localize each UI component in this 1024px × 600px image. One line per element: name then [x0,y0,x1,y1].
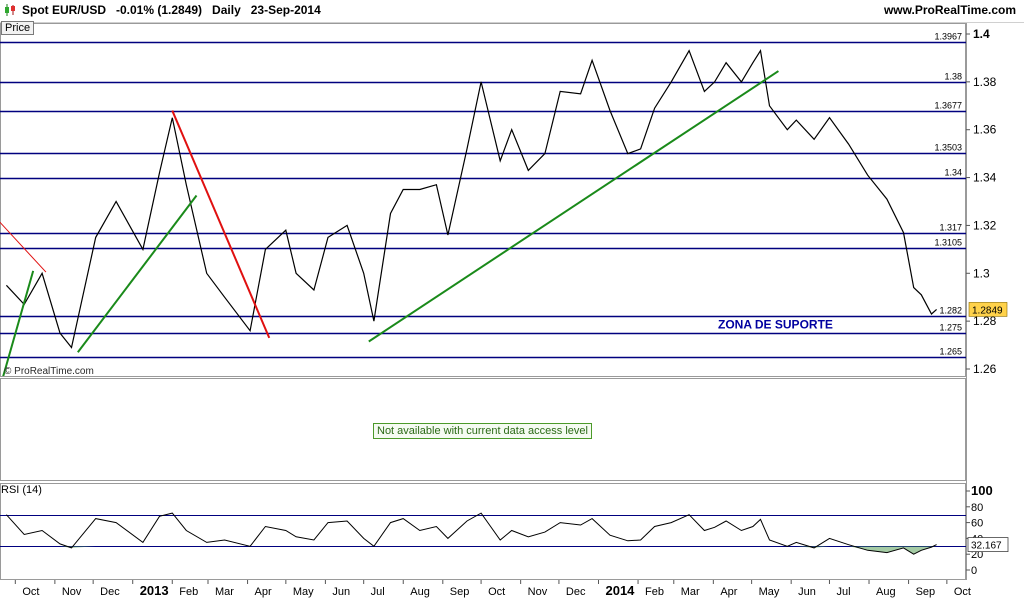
x-axis: Oct Nov Dec 2013 Feb Mar Apr May Jun Jul Aug Sep Oct… [14,580,971,598]
x-tick-label: May [293,586,314,598]
title-bar: Spot EUR/USD -0.01% (1.2849) Daily 23-Se… [0,0,1024,23]
x-tick-label: Feb [179,586,198,598]
x-tick-label: Mar [681,586,700,598]
x-tick-label: Sep [916,586,936,598]
price-panel-label: Price [1,21,35,35]
level-label: 1.3967 [934,32,962,42]
level-label: 1.34 [944,168,962,178]
level-label: 1.265 [939,347,962,357]
level-label: 1.275 [939,323,962,333]
trendline-green [368,70,779,343]
x-tick-label: Nov [62,586,82,598]
rsi-tick-label: 80 [971,502,983,514]
price-series [5,49,938,349]
price-tick-label: 1.4 [973,27,990,41]
rsi-tick-label: 0 [971,565,977,577]
chart-title: Spot EUR/USD -0.01% (1.2849) Daily 23-Se… [22,3,321,17]
x-tick-label: Jun [798,586,816,598]
x-tick-label: Aug [876,586,896,598]
x-tick-label: Oct [954,586,971,598]
price-y-axis: 1.26 1.28 1.3 1.32 1.34 1.36 1.38 1.4 [966,27,997,376]
x-tick-label: Jul [371,586,385,598]
price-tick-label: 1.36 [973,123,997,137]
x-tick-label: Oct [22,586,39,598]
price-tick-label: 1.32 [973,218,997,232]
price-tick-label: 1.34 [973,171,997,185]
rsi-panel-label: RSI (14) [1,484,42,496]
price-tick-label: 1.26 [973,362,997,376]
trendlines [0,70,779,376]
x-tick-label: Aug [410,586,430,598]
level-label: 1.282 [939,306,962,316]
rsi-oversold-area [6,546,937,555]
x-tick-label: Dec [566,586,586,598]
x-tick-label: Sep [450,586,470,598]
rsi-current-badge [967,537,1009,552]
rsi-tick-label: 60 [971,518,983,530]
annotations: 1.2849 ZONA DE SUPORTE © ProRealTime.com [4,302,1008,377]
volume-unavailable-message: Not available with current data access l… [373,423,592,439]
x-tick-label: Jul [836,586,850,598]
level-label: 1.317 [939,223,962,233]
level-label: 1.3105 [934,238,962,248]
x-tick-label: Jun [332,586,350,598]
x-tick-label: Nov [528,586,548,598]
rsi-line [6,512,937,555]
rsi-tick-label: 20 [971,549,983,561]
level-label: 1.38 [944,72,962,82]
support-zone-label: ZONA DE SUPORTE [718,318,833,332]
x-tick-label: 2014 [605,583,635,598]
rsi-y-axis: 02040608010032.167 [966,483,1009,577]
x-tick-label: 2013 [140,583,169,598]
rsi-tick-label: 100 [971,483,993,498]
price-line [5,49,938,349]
current-price-badge [968,302,1008,317]
price-tick-label: 1.28 [973,314,997,328]
price-tick-label: 1.38 [973,75,997,89]
trendline-green [2,270,35,376]
x-tick-label: May [759,586,780,598]
rsi-current-label: 32.167 [971,541,1002,552]
rsi-series [0,512,966,555]
x-tick-label: Mar [215,586,234,598]
volume-panel-frame [0,378,966,481]
price-tick-label: 1.3 [973,266,990,280]
rsi-panel-frame [0,483,966,580]
watermark: © ProRealTime.com [4,366,94,377]
trendline-red [171,110,271,339]
current-price-label: 1.2849 [972,305,1003,316]
x-tick-label: Dec [100,586,120,598]
x-tick-label: Apr [720,586,737,598]
trendline-green [77,194,198,353]
horizontal-levels: 1.3967 1.38 1.3677 1.3503 1.34 1.317 1.3105 1.2… [0,32,966,359]
x-tick-label: Oct [488,586,505,598]
website-label: www.ProRealTime.com [883,3,1016,17]
price-panel-frame [0,23,966,377]
trendline-red [0,221,47,273]
candlestick-icon [5,4,15,16]
x-tick-label: Feb [645,586,664,598]
level-label: 1.3503 [934,143,962,153]
level-label: 1.3677 [934,101,962,111]
x-tick-label: Apr [255,586,272,598]
